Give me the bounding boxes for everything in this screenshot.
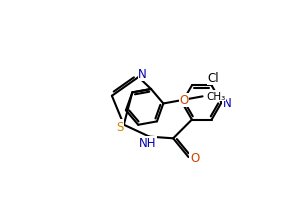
Text: S: S [116,120,123,133]
Text: O: O [179,94,189,107]
Text: Cl: Cl [207,72,219,85]
Text: N: N [223,97,232,109]
Text: N: N [138,68,147,81]
Text: NH: NH [139,137,156,150]
Text: O: O [190,151,199,164]
Text: CH₃: CH₃ [207,91,226,101]
